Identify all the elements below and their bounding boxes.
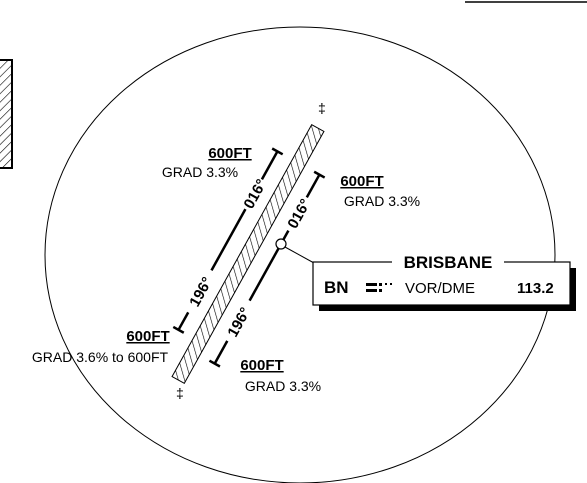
svg-text:‡: ‡ [176, 385, 184, 401]
gradient: GRAD 3.3% [344, 193, 420, 209]
altitude: 600FT [240, 357, 283, 374]
navaid-name: BRISBANE [404, 253, 493, 272]
runway [171, 123, 325, 385]
gradient: GRAD 3.6% to 600FT [32, 349, 169, 365]
gradient: GRAD 3.3% [162, 164, 238, 180]
navaid-ident: BN [324, 278, 349, 297]
course-label: 016° [284, 196, 314, 231]
gradient: GRAD 3.3% [245, 378, 321, 394]
altitude: 600FT [208, 145, 251, 162]
navaid-box [312, 252, 576, 311]
range-circle [44, 26, 556, 483]
navaid-frequency: 113.2 [517, 280, 554, 297]
leader-line [284, 246, 315, 264]
navaid-symbol [275, 238, 287, 250]
course-label: 196° [224, 305, 254, 340]
svg-text:‡: ‡ [318, 100, 326, 116]
navaid-type: VOR/DME [405, 280, 475, 297]
altitude: 600FT [340, 173, 383, 190]
runway-end-marks: ‡‡ [176, 100, 326, 401]
course-lines [172, 147, 326, 368]
morse-code [366, 283, 392, 292]
legend-box [0, 59, 13, 169]
altitude: 600FT [126, 328, 169, 345]
